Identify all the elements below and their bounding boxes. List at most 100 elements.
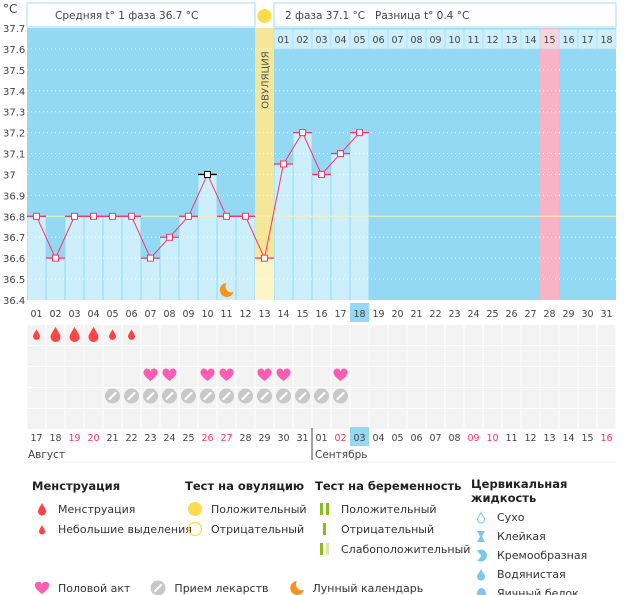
ovulation-bar — [255, 258, 274, 300]
temperature-point — [128, 212, 135, 220]
calendar-date: 06 — [410, 433, 422, 444]
calendar-date: 11 — [505, 433, 517, 444]
current-day-highlight — [350, 303, 369, 322]
row-cell — [46, 409, 65, 429]
row-cell — [274, 325, 293, 345]
cycle-day-label: 28 — [543, 309, 555, 320]
cycle-day-label: 21 — [410, 309, 422, 320]
legend-label: Положительный — [341, 502, 437, 516]
legend-label: Положительный — [211, 502, 307, 516]
row-cell — [502, 409, 521, 429]
pill-icon — [276, 388, 291, 404]
row-cell — [65, 346, 84, 366]
row-cell — [236, 346, 255, 366]
cycle-day-label: 18 — [353, 309, 365, 320]
calendar-date: 18 — [49, 433, 61, 444]
row-cell — [293, 409, 312, 429]
cycle-day-label: 05 — [106, 309, 118, 320]
cycle-day-label: 03 — [68, 309, 80, 320]
pill-icon — [238, 388, 253, 404]
row-cell — [312, 367, 331, 387]
cycle-day-label: 26 — [505, 309, 517, 320]
unit-label: °C — [3, 2, 17, 16]
pill-slash — [108, 391, 117, 401]
calendar-date: 15 — [581, 433, 593, 444]
y-tick-label: 37.4 — [3, 87, 25, 98]
phase2-day-cell — [596, 28, 617, 50]
cycle-day-label: 11 — [220, 309, 232, 320]
phase2-day-label: 02 — [296, 35, 308, 46]
pill-slash — [279, 391, 288, 401]
row-cell — [388, 409, 407, 429]
temperature-point — [356, 129, 363, 137]
y-tick-label: 37.3 — [3, 108, 25, 119]
cycle-day-label: 08 — [163, 309, 175, 320]
row-cell — [445, 325, 464, 345]
pill-slash — [146, 391, 155, 401]
temperature-point — [261, 254, 268, 262]
calendar-date: 14 — [562, 433, 574, 444]
temperature-bar — [236, 216, 255, 300]
y-tick-label: 37.7 — [3, 24, 25, 35]
row-cell — [464, 409, 483, 429]
pill-icon — [124, 388, 139, 404]
legend-title: Менструация — [32, 479, 121, 493]
calendar-date: 29 — [258, 433, 270, 444]
pill-slash — [203, 391, 212, 401]
row-cell — [369, 325, 388, 345]
row-cell — [483, 409, 502, 429]
row-cell — [521, 346, 540, 366]
phase2-average: 2 фаза 37.1 °C — [285, 10, 365, 22]
temperature-bar — [65, 216, 84, 300]
legend-title: Цервикальная жидкость — [471, 477, 568, 505]
calendar-date: 08 — [448, 433, 460, 444]
pill-icon — [181, 388, 196, 404]
temperature-bar — [179, 216, 198, 300]
row-cell — [407, 325, 426, 345]
cycle-day-label: 30 — [581, 309, 593, 320]
legend-label: Отрицательный — [341, 522, 435, 536]
row-cell — [141, 325, 160, 345]
temperature-point — [52, 254, 59, 262]
row-cell — [160, 409, 179, 429]
pill-slash — [241, 391, 250, 401]
phase1-box — [26, 2, 256, 28]
cycle-day-label: 29 — [562, 309, 574, 320]
y-tick-label: 36.4 — [3, 296, 25, 307]
row-cell — [122, 346, 141, 366]
row-cell — [502, 367, 521, 387]
row-cell — [84, 367, 103, 387]
row-cell — [502, 388, 521, 408]
phase2-day-label: 08 — [410, 35, 422, 46]
phase2-day-label: 06 — [372, 35, 384, 46]
row-cell — [388, 346, 407, 366]
sun-filled-icon — [185, 501, 205, 517]
phase2-day-label: 12 — [486, 35, 498, 46]
heart-icon — [257, 368, 272, 381]
pill-slash — [222, 391, 231, 401]
legend-title: Тест на овуляцию — [185, 479, 305, 493]
temperature-difference: Разница t° 0.4 °C — [375, 10, 469, 22]
y-tick-label: 37.2 — [3, 129, 25, 140]
row-cell — [65, 367, 84, 387]
row-cell — [103, 346, 122, 366]
row-cell — [445, 367, 464, 387]
row-cell — [274, 409, 293, 429]
calendar-date: 20 — [87, 433, 99, 444]
y-tick-label: 36.8 — [3, 212, 25, 223]
phase2-day-label: 14 — [524, 35, 536, 46]
row-cell — [540, 367, 559, 387]
legend-cervical-fluid: Цервикальная жидкость Сухо Клейкая Кремо… — [471, 477, 626, 595]
blood-drop-icon — [88, 327, 99, 342]
phase2-day-label: 11 — [467, 35, 479, 46]
blood-drop-icon — [69, 327, 80, 342]
row-cell — [407, 409, 426, 429]
row-cell — [559, 388, 578, 408]
phase2-day-label: 03 — [315, 35, 327, 46]
row-cell — [312, 409, 331, 429]
row-cell — [217, 346, 236, 366]
row-cell — [350, 346, 369, 366]
temperature-point — [147, 254, 154, 262]
small-drop-icon — [32, 524, 52, 535]
row-cell — [483, 346, 502, 366]
